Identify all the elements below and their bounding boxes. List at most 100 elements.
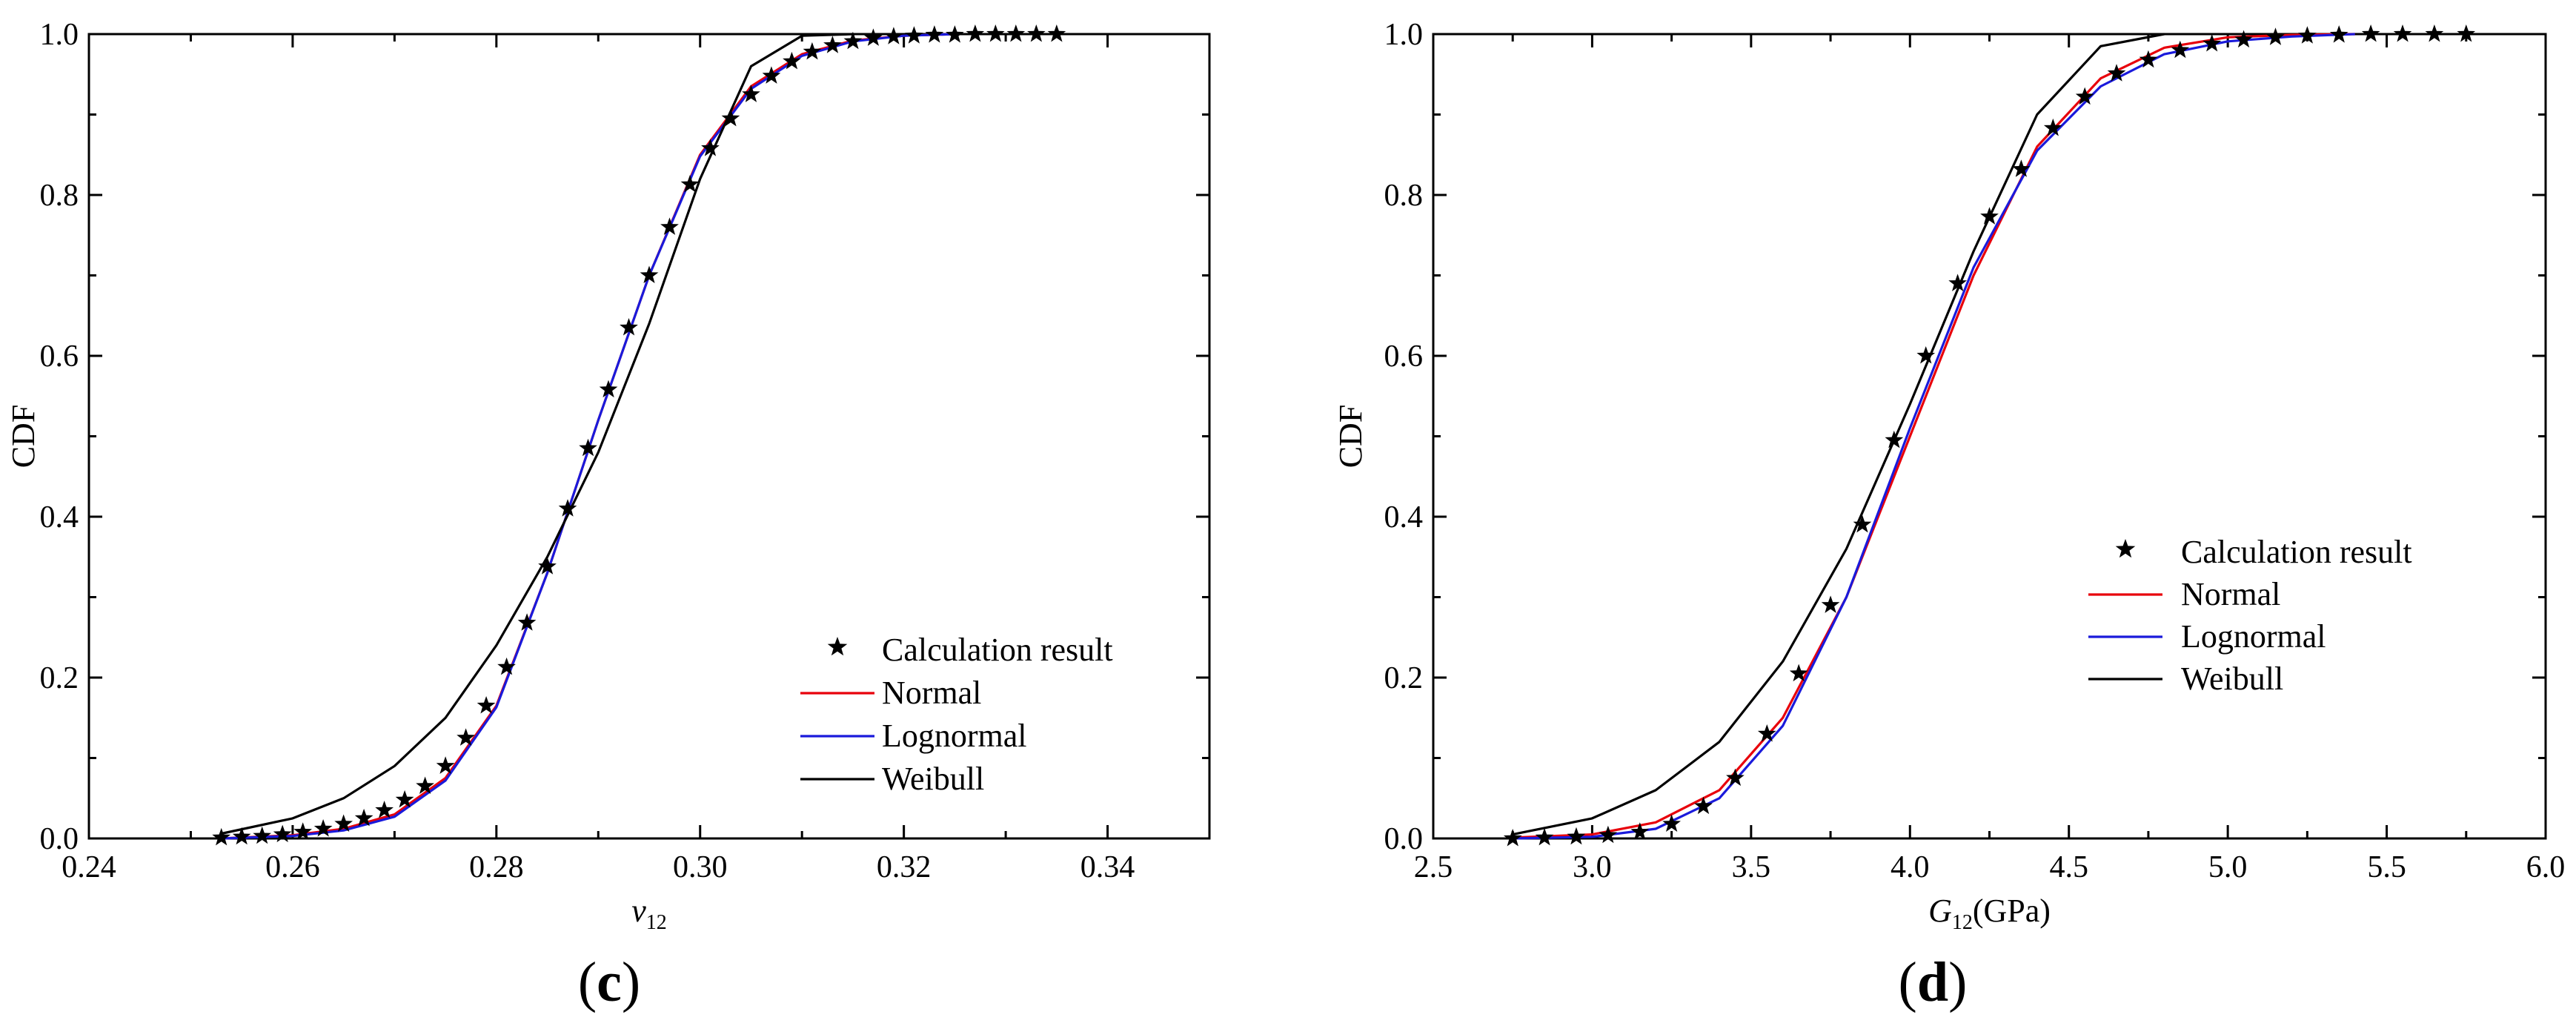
chart-c-plot-frame: [87, 33, 1211, 840]
chart-c-panel-label-open: (: [578, 951, 597, 1013]
chart-c-data-point-star: [986, 24, 1005, 42]
chart-c-data-point-star: [579, 438, 597, 457]
chart-d-data-point-star: [2234, 30, 2253, 48]
chart-d-plot-frame: [1432, 33, 2547, 840]
chart-d-legend: Calculation result Normal Lognormal Weibull: [2088, 534, 2412, 697]
chart-d-panel-label-open: (: [1899, 951, 1917, 1013]
chart-c-data-point-star: [884, 27, 903, 44]
chart-d-data-point-star: [1535, 827, 1554, 846]
chart-c-x-axis-label: v12: [631, 893, 667, 934]
chart-c-series-weibull-line: [221, 33, 853, 835]
chart-c-data-point-star: [1027, 24, 1046, 42]
chart-c-data-point-star: [457, 728, 475, 746]
chart-d-panel-label-letter: d: [1917, 951, 1948, 1013]
chart-d-legend-label: Calculation result: [2181, 534, 2412, 570]
chart-c-data-point-star: [721, 108, 740, 127]
chart-c-plot: 0.24 0.26 0.28 0.30 0.32 0.34 0.0 0.2 0.4 0.6 0.8 1…: [5, 18, 1211, 1013]
chart-c-data-point-star: [395, 790, 414, 808]
chart-c-legend: Calculation result Normal Lognormal Weibull: [800, 632, 1113, 797]
chart-c-data-point-star: [783, 51, 801, 70]
chart-d-data-point-star: [1821, 595, 1840, 613]
chart-d-y-tick-label: 0.0: [1384, 822, 1424, 856]
chart-d-data-point-star: [2393, 24, 2412, 42]
chart-c-data-point-star: [640, 265, 659, 283]
chart-d-x-tick-label: 5.5: [2367, 850, 2406, 884]
chart-d-data-point-star: [1630, 822, 1650, 840]
chart-c-data-point-star: [212, 827, 231, 846]
chart-d-data-point-star: [2266, 27, 2285, 45]
chart-d-data-point-star: [2107, 64, 2126, 82]
chart-c-x-axis-label-symbol: v: [631, 893, 646, 929]
chart-d-data-point-star: [2457, 24, 2476, 42]
chart-c-data-point-star: [966, 24, 985, 42]
chart-d-data-point-star: [2012, 159, 2031, 177]
chart-d-data-point-star: [1980, 207, 1999, 225]
chart-c-x-tick-label: 0.28: [469, 850, 524, 884]
chart-d-panel-label: (d): [1899, 951, 1968, 1013]
chart-d-x-tick-label: 4.0: [1890, 850, 1930, 884]
chart-c-data-point-star: [803, 42, 822, 60]
chart-c-y-tick-label: 0.4: [40, 500, 79, 534]
chart-d-data-point-star: [2202, 34, 2222, 52]
chart-d-data-point-star: [2171, 40, 2190, 59]
chart-d-data-point-star: [1503, 829, 1522, 847]
chart-d-data-point-star: [1694, 796, 1713, 815]
chart-c-data-point-star: [497, 657, 516, 675]
chart-d-x-axis-label: G12(GPa): [1928, 893, 2051, 934]
chart-d-data-point-star: [1885, 430, 1904, 449]
chart-d-x-tick-label: 3.5: [1732, 850, 1771, 884]
chart-c-panel-label-close: ): [622, 951, 640, 1013]
chart-d-legend-star-icon: [2115, 539, 2136, 558]
chart-d-data-point-star: [2425, 24, 2444, 42]
chart-d-x-axis-label-subscript: 12: [1952, 911, 1973, 934]
chart-c-data-point-star: [416, 776, 434, 794]
chart-c-data-point-star: [701, 139, 720, 156]
chart-d-data-point-star: [1789, 663, 1808, 682]
chart-d-y-axis-label: CDF: [1332, 405, 1369, 469]
chart-c-x-tick-label: 0.34: [1080, 850, 1135, 884]
chart-c-legend-label: Weibull: [882, 761, 984, 797]
chart-d-series-weibull-line: [1512, 33, 2165, 836]
chart-d-data-point-star: [1757, 724, 1776, 742]
chart-c-data-point-star: [232, 827, 251, 845]
chart-d-x-tick-label: 4.5: [2049, 850, 2088, 884]
chart-c-data-point-star: [742, 85, 760, 102]
chart-c-data-point-star: [680, 174, 700, 193]
chart-d-data-point-star: [1599, 825, 1618, 844]
chart-c-data-point-star: [538, 557, 557, 575]
chart-c-x-tick-label: 0.30: [673, 850, 728, 884]
chart-c-data-point-star: [925, 25, 944, 43]
chart-c-y-axis-label: CDF: [5, 405, 42, 469]
chart-d-data-point-star: [1567, 827, 1586, 845]
chart-c-y-tick-label: 0.2: [40, 661, 79, 695]
chart-d-x-tick-label: 6.0: [2526, 850, 2566, 884]
chart-d-y-tick-label: 0.4: [1384, 500, 1424, 534]
chart-c-data-point-star: [620, 318, 638, 336]
chart-d-data-point-star: [1853, 514, 1872, 533]
chart-c-legend-label: Normal: [882, 675, 981, 711]
chart-c-series-normal-line: [221, 33, 955, 840]
chart-c-x-tick-label: 0.24: [62, 850, 116, 884]
chart-c-data-point-star: [905, 26, 923, 44]
chart-d-legend-label: Normal: [2181, 576, 2280, 612]
chart-c-data-point-star: [273, 824, 292, 843]
chart-c-data-point-star: [823, 36, 842, 53]
chart-c-data-point-star: [354, 808, 374, 827]
chart-d-data-point-star: [2139, 50, 2158, 68]
chart-d-plot: 2.5 3.0 3.5 4.0 4.5 5.0 5.5 6.0 0.0 0.2 0.4 0.6 0.8 1…: [1332, 18, 2565, 1013]
chart-c-legend-label: Calculation result: [882, 632, 1113, 668]
chart-d-legend-label: Lognormal: [2181, 618, 2326, 655]
chart-d-x-axis-label-symbol: G: [1928, 893, 1952, 929]
chart-c-data-point-star: [253, 826, 271, 844]
chart-d-x-tick-label: 2.5: [1414, 850, 1453, 884]
chart-d-x-tick-label: 5.0: [2208, 850, 2248, 884]
chart-c-data-point-star: [293, 822, 312, 840]
chart-c-y-tick-label: 0.8: [40, 179, 79, 213]
chart-c-panel-label-letter: c: [597, 951, 622, 1013]
chart-d-data-point-star: [2298, 26, 2317, 44]
chart-c-data-point-star: [334, 814, 353, 832]
chart-c-data-point-star: [762, 66, 781, 84]
chart-c-data-point-star: [313, 819, 333, 837]
chart-c-legend-star-icon: [827, 637, 848, 656]
